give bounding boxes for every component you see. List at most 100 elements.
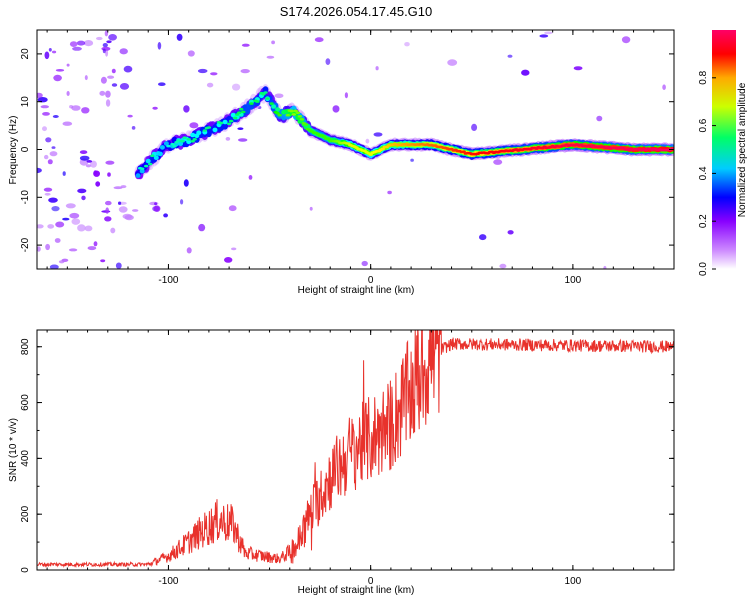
spectrogram-noise-blob — [65, 203, 76, 209]
colorbar-tick-label: 0.4 — [698, 166, 709, 180]
spectrogram-noise-blob — [163, 213, 169, 218]
spectrogram-noise-blob — [127, 114, 133, 118]
spectrogram-noise-blob — [79, 155, 90, 161]
spectrogram-noise-blob — [42, 126, 47, 132]
spectrogram-noise-blob — [344, 92, 348, 99]
spectrogram-noise-blob — [231, 247, 237, 251]
spectrogram-ridge-segment — [153, 155, 159, 160]
spectrogram-noise-blob — [111, 83, 118, 87]
spectrogram-noise-blob — [507, 230, 514, 235]
snr-x-tick-label: 100 — [565, 576, 582, 587]
spectrogram-noise-blob — [44, 51, 50, 60]
spectrogram-noise-blob — [154, 202, 158, 206]
snr-x-tick-label: 0 — [368, 576, 374, 587]
spectrogram-noise-blob — [76, 40, 86, 46]
spectrogram-noise-blob — [122, 213, 133, 219]
colorbar-label: Normalized spectral amplitude — [737, 82, 748, 217]
spectrogram-x-axis-label: Height of straight line (km) — [298, 285, 415, 296]
spectrogram-noise-blob — [93, 241, 98, 247]
spectrogram-ridge-segment — [265, 97, 270, 100]
spectrogram-ridge-segment — [228, 119, 234, 123]
spectrogram-noise-blob — [47, 224, 55, 229]
spectrogram-noise-blob — [157, 42, 162, 50]
spectrogram-noise-blob — [62, 171, 66, 176]
spectrogram-ridge-segment — [297, 115, 303, 118]
spectrogram-noise-blob — [131, 126, 136, 130]
spectrogram-ridge-segment — [263, 91, 268, 94]
spectrogram-noise-blob — [107, 75, 115, 79]
spectrogram-ridge-segment — [275, 111, 280, 115]
spectrogram-noise-blob — [84, 225, 93, 232]
spectrogram-noise-blob — [180, 199, 184, 205]
spectrogram-noise-blob — [40, 105, 49, 109]
spectrogram-noise-blob — [237, 127, 244, 130]
spectrogram-y-axis-label: Frequency (Hz) — [8, 116, 19, 185]
spectrogram-noise-blob — [37, 167, 42, 174]
spectrogram-ridge-segment — [172, 145, 177, 148]
spectrogram-ridge-segment — [218, 121, 224, 125]
colorbar-tick-label: 0.0 — [698, 262, 709, 276]
spectrogram-ridge-segment — [206, 126, 212, 129]
spectrogram-noise-blob — [387, 190, 392, 195]
spectrogram-noise-blob — [49, 151, 58, 157]
spectrogram-ridge-segment — [322, 135, 327, 138]
spectrogram-noise-blob — [87, 246, 97, 251]
spectrogram-noise-blob — [118, 201, 122, 205]
spectrogram-ridge-segment — [159, 145, 165, 150]
spectrogram-noise-blob — [100, 259, 106, 263]
spectrogram-noise-blob — [238, 138, 248, 142]
spectrogram-noise-blob — [197, 68, 208, 74]
spectrogram-noise-blob — [241, 43, 250, 47]
spectrogram-noise-blob — [83, 40, 94, 47]
spectrogram-noise-blob — [224, 257, 233, 263]
spectrogram-noise-blob — [66, 91, 70, 96]
snr-y-tick-label: 600 — [20, 394, 31, 411]
spectrogram-noise-blob — [105, 160, 115, 165]
spectrogram-noise-blob — [507, 54, 513, 58]
spectrogram-noise-blob — [53, 74, 62, 82]
spectrogram-noise-blob — [118, 206, 128, 213]
colorbar: 0.0 0.2 0.4 0.6 0.8 Normalized spectral ampl… — [698, 30, 748, 276]
spectrogram-ridge-segment — [140, 167, 145, 170]
snr-x-axis-label: Height of straight line (km) — [298, 585, 415, 596]
spectrogram-noise-blob — [105, 207, 109, 214]
spectrogram-noise-blob — [45, 137, 52, 143]
spectrogram-noise-blob — [206, 82, 214, 88]
spectrogram-noise-blob — [110, 227, 116, 234]
spectrogram-y-tick-label: -10 — [20, 190, 31, 205]
spectrogram-noise-blob — [105, 49, 109, 57]
spectrogram-ridge-segment — [262, 86, 269, 94]
spectrogram-noise-blob — [107, 172, 111, 177]
spectrogram-noise-blob — [521, 69, 530, 76]
spectrogram-noise-blob — [48, 197, 58, 203]
spectrogram-noise-blob — [123, 65, 133, 73]
spectrogram-noise-blob — [113, 186, 123, 190]
snr-panel: -100 0 100 0 200 400 600 800 Height of straight… — [8, 329, 675, 596]
spectrogram-noise-blob — [85, 164, 92, 168]
spectrogram-x-tick-label: 100 — [565, 275, 582, 286]
spectrogram-noise-blob — [55, 221, 65, 228]
spectrogram-noise-blob — [95, 181, 101, 187]
spectrogram-noise-blob — [105, 90, 111, 98]
spectrogram-noise-blob — [573, 66, 583, 71]
spectrogram-noise-blob — [43, 187, 53, 192]
spectrogram-noise-blob — [189, 122, 199, 129]
spectrogram-noise-blob — [51, 146, 56, 149]
spectrogram-ridge-segment — [145, 158, 151, 164]
spectrogram-noise-blob — [153, 205, 161, 212]
snr-marks — [37, 330, 674, 569]
spectrogram-noise-blob — [51, 206, 60, 212]
spectrogram-ridge-segment — [157, 151, 163, 157]
spectrogram-noise-blob — [544, 31, 553, 35]
spectrogram-ridge-segment — [275, 107, 281, 112]
spectrogram-ridge-segment — [249, 102, 254, 105]
spectrogram-noise-blob — [119, 48, 128, 55]
spectrogram-noise-blob — [77, 224, 86, 232]
spectrogram-noise-blob — [106, 40, 112, 44]
spectrogram-ridge-segment — [196, 130, 202, 135]
snr-frame — [36, 329, 675, 571]
spectrogram-ridge-segment — [368, 153, 373, 156]
spectrogram-ridge-segment — [241, 110, 246, 114]
